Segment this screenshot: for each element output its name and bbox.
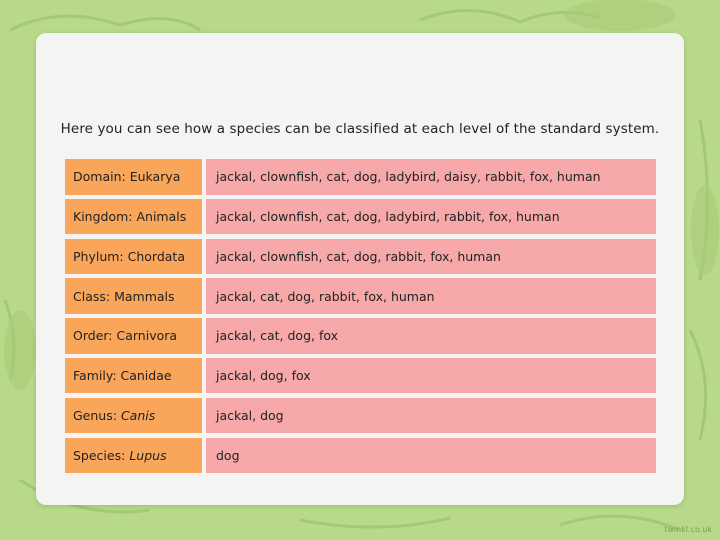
- level-cell: Domain: Eukarya: [65, 159, 202, 195]
- members-cell: jackal, clownfish, cat, dog, ladybird, r…: [206, 198, 656, 235]
- table-row: Genus: Canis jackal, dog: [65, 397, 656, 434]
- level-label: Kingdom: Animals: [73, 209, 187, 225]
- members-cell: jackal, cat, dog, rabbit, fox, human: [206, 278, 656, 314]
- level-cell: Phylum: Chordata: [65, 238, 202, 275]
- level-label: Genus:: [73, 408, 117, 424]
- table-row: Phylum: Chordata jackal, clownfish, cat,…: [65, 238, 656, 275]
- level-latin-name: Lupus: [129, 447, 167, 463]
- level-cell: Species: Lupus: [65, 437, 202, 474]
- level-label: Family: Canidae: [73, 368, 172, 384]
- table-row: Domain: Eukarya jackal, clownfish, cat, …: [65, 159, 656, 195]
- content-panel: Here you can see how a species can be cl…: [36, 33, 684, 505]
- level-label: Phylum: Chordata: [73, 248, 185, 264]
- level-latin-name: Canis: [120, 408, 156, 424]
- table-row: Order: Carnivora jackal, cat, dog, fox: [65, 318, 656, 354]
- members-cell: dog: [206, 437, 656, 474]
- members-cell: jackal, clownfish, cat, dog, rabbit, fox…: [206, 238, 656, 275]
- table-row: Species: Lupus dog: [65, 437, 656, 474]
- members-cell: jackal, clownfish, cat, dog, ladybird, d…: [206, 159, 656, 195]
- table-row: Class: Mammals jackal, cat, dog, rabbit,…: [65, 278, 656, 314]
- level-label: Order: Carnivora: [73, 328, 178, 344]
- table-row: Family: Canidae jackal, dog, fox: [65, 357, 656, 394]
- level-label: Class: Mammals: [73, 288, 175, 304]
- table-row: Kingdom: Animals jackal, clownfish, cat,…: [65, 198, 656, 235]
- level-cell: Genus: Canis: [65, 397, 202, 434]
- members-cell: jackal, cat, dog, fox: [206, 318, 656, 354]
- level-cell: Class: Mammals: [65, 278, 202, 314]
- level-cell: Kingdom: Animals: [65, 198, 202, 235]
- level-label: Domain: Eukarya: [73, 169, 181, 185]
- level-cell: Order: Carnivora: [65, 318, 202, 354]
- members-cell: jackal, dog, fox: [206, 357, 656, 394]
- twinkl-logo: twinkl.co.uk: [664, 525, 712, 534]
- level-cell: Family: Canidae: [65, 357, 202, 394]
- intro-text: Here you can see how a species can be cl…: [60, 121, 660, 137]
- members-cell: jackal, dog: [206, 397, 656, 434]
- level-label: Species:: [73, 447, 126, 463]
- classification-table: Domain: Eukarya jackal, clownfish, cat, …: [65, 159, 656, 477]
